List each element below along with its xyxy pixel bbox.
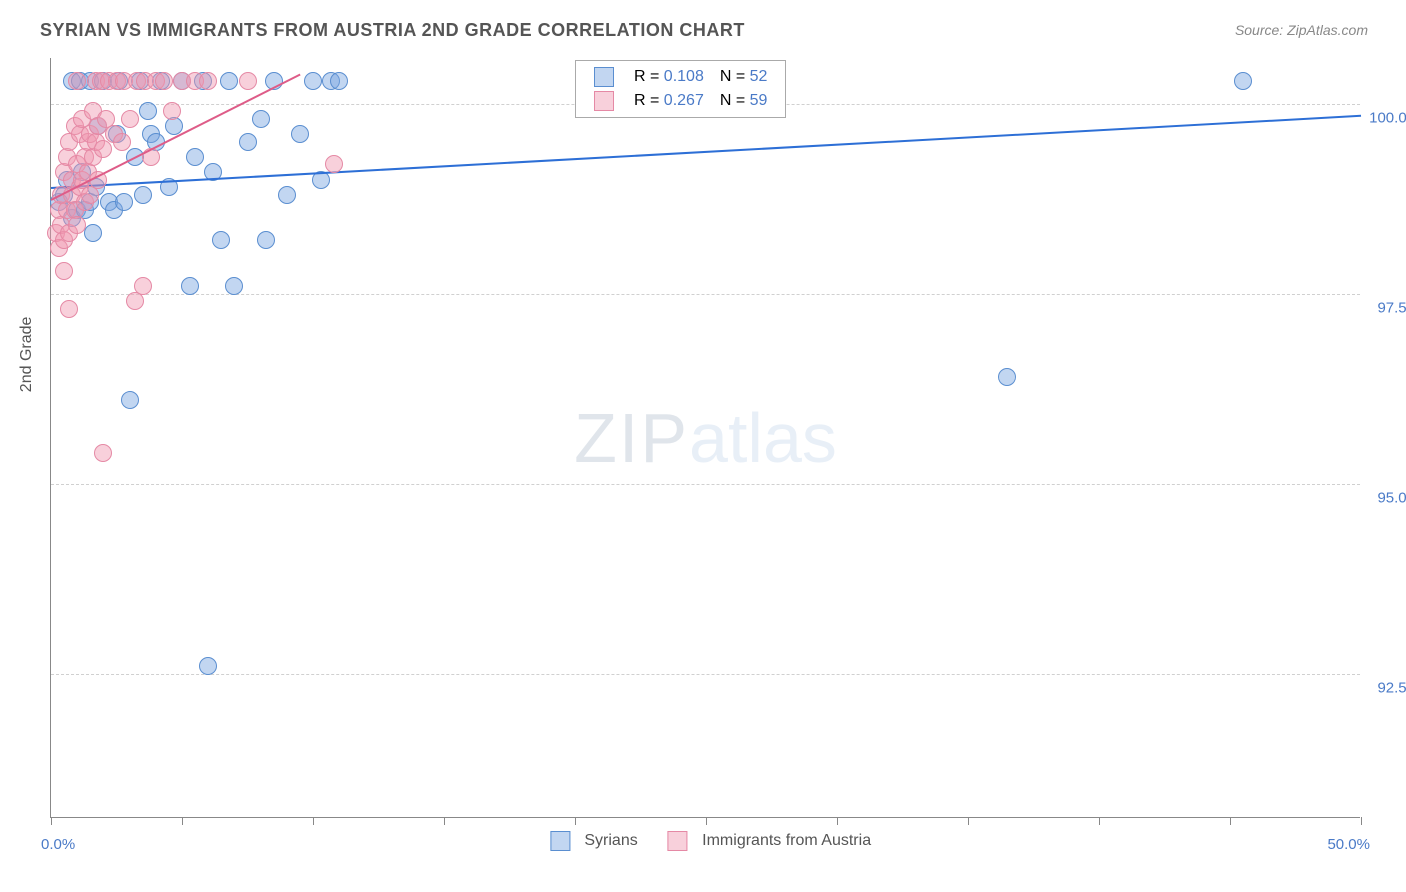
scatter-point	[220, 72, 238, 90]
scatter-point	[325, 155, 343, 173]
scatter-point	[304, 72, 322, 90]
scatter-point	[115, 193, 133, 211]
scatter-point	[199, 72, 217, 90]
chart-title: SYRIAN VS IMMIGRANTS FROM AUSTRIA 2ND GR…	[40, 20, 745, 41]
scatter-point	[239, 133, 257, 151]
scatter-point	[186, 148, 204, 166]
scatter-point	[278, 186, 296, 204]
scatter-point	[60, 300, 78, 318]
x-tick	[837, 817, 838, 825]
scatter-plot-area: ZIPatlas 92.5%95.0%97.5%100.0%0.0%50.0%R…	[50, 58, 1360, 818]
scatter-point	[181, 277, 199, 295]
series-legend: Syrians Immigrants from Austria	[530, 831, 881, 851]
gridline-horizontal	[51, 484, 1360, 485]
gridline-horizontal	[51, 294, 1360, 295]
gridline-horizontal	[51, 674, 1360, 675]
x-tick	[1361, 817, 1362, 825]
watermark: ZIPatlas	[574, 398, 837, 478]
x-tick-label-min: 0.0%	[41, 836, 75, 853]
scatter-point	[55, 262, 73, 280]
scatter-point	[121, 391, 139, 409]
x-tick-label-max: 50.0%	[1327, 836, 1370, 853]
scatter-point	[134, 277, 152, 295]
scatter-point	[68, 216, 86, 234]
x-tick	[51, 817, 52, 825]
x-tick	[1230, 817, 1231, 825]
scatter-point	[84, 224, 102, 242]
y-tick-label: 95.0%	[1365, 489, 1406, 506]
scatter-point	[225, 277, 243, 295]
legend-item: Immigrants from Austria	[658, 832, 871, 849]
scatter-point	[134, 186, 152, 204]
x-tick	[575, 817, 576, 825]
scatter-point	[1234, 72, 1252, 90]
source-attribution: Source: ZipAtlas.com	[1235, 22, 1368, 38]
correlation-legend: R = 0.108N = 52R = 0.267N = 59	[575, 60, 786, 118]
scatter-point	[113, 133, 131, 151]
scatter-point	[998, 368, 1016, 386]
x-tick	[313, 817, 314, 825]
scatter-point	[94, 444, 112, 462]
scatter-point	[212, 231, 230, 249]
y-tick-label: 100.0%	[1365, 109, 1406, 126]
scatter-point	[239, 72, 257, 90]
scatter-point	[199, 657, 217, 675]
scatter-point	[155, 72, 173, 90]
legend-table: R = 0.108N = 52R = 0.267N = 59	[586, 65, 775, 113]
y-tick-label: 97.5%	[1365, 299, 1406, 316]
x-tick	[1099, 817, 1100, 825]
scatter-point	[94, 140, 112, 158]
legend-item: Syrians	[540, 832, 638, 849]
x-tick	[968, 817, 969, 825]
scatter-point	[121, 110, 139, 128]
trend-line	[51, 115, 1361, 189]
scatter-point	[330, 72, 348, 90]
scatter-point	[68, 72, 86, 90]
watermark-atlas: atlas	[689, 399, 837, 477]
watermark-zip: ZIP	[574, 399, 689, 477]
y-tick-label: 92.5%	[1365, 679, 1406, 696]
x-tick	[444, 817, 445, 825]
scatter-point	[257, 231, 275, 249]
scatter-point	[163, 102, 181, 120]
scatter-point	[139, 102, 157, 120]
x-tick	[706, 817, 707, 825]
scatter-point	[291, 125, 309, 143]
y-axis-title: 2nd Grade	[18, 317, 36, 393]
scatter-point	[252, 110, 270, 128]
x-tick	[182, 817, 183, 825]
